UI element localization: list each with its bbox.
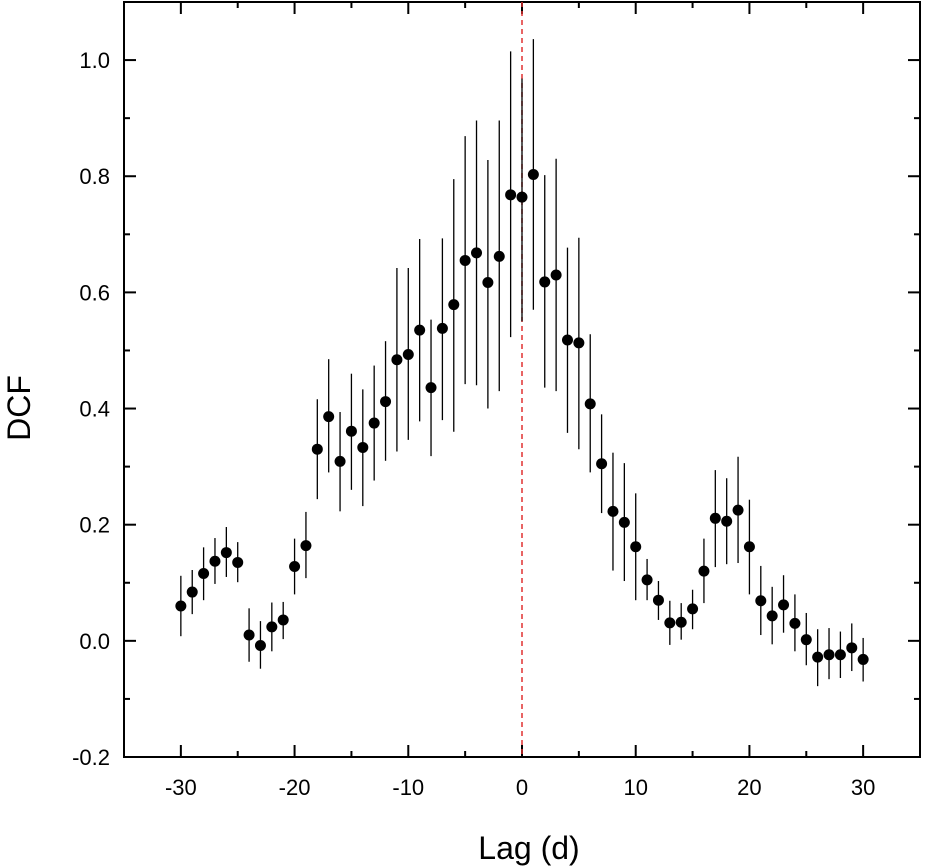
data-point	[687, 603, 699, 615]
data-point	[573, 337, 585, 349]
y-tick-label: 0.4	[79, 397, 110, 422]
data-point	[414, 324, 426, 336]
data-point	[357, 441, 369, 453]
y-tick-label: 0.6	[79, 280, 110, 305]
data-point	[516, 191, 528, 203]
data-point	[778, 599, 790, 611]
data-point	[334, 455, 346, 467]
data-point	[857, 653, 869, 665]
data-point	[800, 634, 812, 646]
data-point	[823, 649, 835, 661]
data-point	[391, 354, 403, 366]
data-point	[584, 398, 596, 410]
x-axis-title: Lag (d)	[478, 830, 579, 866]
data-point	[607, 505, 619, 517]
data-point	[505, 189, 517, 201]
data-point	[630, 541, 642, 553]
data-point	[300, 540, 312, 552]
y-tick-label: 0.0	[79, 629, 110, 654]
data-point	[186, 586, 198, 598]
y-axis-title: DCF	[1, 375, 37, 441]
data-point	[368, 417, 380, 429]
data-point	[493, 250, 505, 262]
data-point	[539, 276, 551, 288]
data-points	[175, 39, 869, 687]
data-point	[766, 610, 778, 622]
data-point	[425, 382, 437, 394]
data-point	[232, 556, 244, 568]
x-tick-label: 0	[516, 775, 528, 800]
tick-labels: -30 -20 -10 0 10 20 30 -0.2 0.0 0.2 0.4 0.6 0.8 1.0	[72, 48, 875, 800]
data-point	[402, 349, 414, 361]
data-point	[675, 616, 687, 628]
data-point	[721, 515, 733, 527]
data-point	[698, 565, 710, 577]
y-tick-label: -0.2	[72, 745, 110, 770]
data-point	[652, 594, 664, 606]
data-point	[596, 458, 608, 470]
data-point	[311, 443, 323, 455]
data-point	[482, 277, 494, 289]
data-point	[459, 254, 471, 266]
data-point	[755, 595, 767, 607]
data-point	[812, 651, 824, 663]
data-point	[641, 574, 653, 586]
data-point	[209, 555, 221, 567]
x-tick-label: 20	[737, 775, 761, 800]
data-point	[550, 269, 562, 281]
x-tick-label: -10	[392, 775, 424, 800]
data-point	[266, 621, 278, 633]
data-point	[436, 322, 448, 334]
data-point	[254, 639, 266, 651]
data-point	[243, 629, 255, 641]
data-point	[709, 512, 721, 524]
data-point	[561, 334, 573, 346]
data-point	[220, 547, 232, 559]
data-point	[527, 168, 539, 180]
data-point	[323, 411, 335, 423]
data-point	[198, 567, 210, 579]
data-point	[732, 504, 744, 516]
x-tick-label: -30	[165, 775, 197, 800]
data-point	[345, 425, 357, 437]
x-tick-label: 10	[623, 775, 647, 800]
data-point	[846, 642, 858, 654]
data-point	[664, 617, 676, 629]
data-point	[743, 541, 755, 553]
x-tick-label: -20	[279, 775, 311, 800]
data-point	[448, 299, 460, 311]
data-point	[277, 614, 289, 626]
y-tick-label: 0.2	[79, 513, 110, 538]
y-tick-label: 0.8	[79, 164, 110, 189]
data-point	[289, 561, 301, 573]
data-point	[834, 649, 846, 661]
data-point	[789, 617, 801, 629]
data-point	[618, 516, 630, 528]
data-point	[175, 600, 187, 612]
data-point	[380, 396, 392, 408]
data-point	[471, 247, 483, 259]
y-tick-label: 1.0	[79, 48, 110, 73]
x-tick-label: 30	[851, 775, 875, 800]
